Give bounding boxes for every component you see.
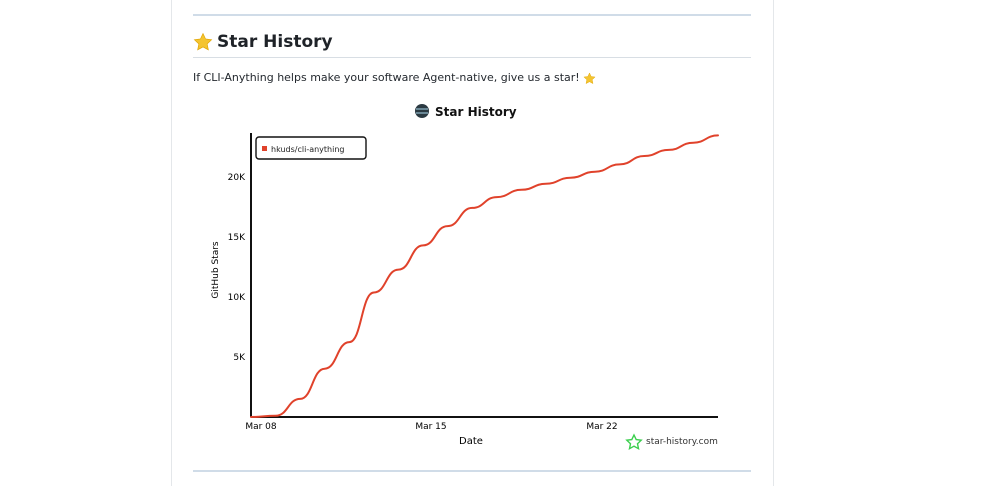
chart-title: Star History bbox=[435, 105, 517, 119]
x-tick-label: Mar 08 bbox=[245, 422, 277, 432]
series-line bbox=[250, 134, 719, 418]
y-tick-label: 10K bbox=[228, 293, 246, 303]
y-axis-label: GitHub Stars bbox=[211, 241, 221, 299]
star-history-logo-icon bbox=[415, 104, 429, 118]
section-heading: Star History bbox=[193, 31, 751, 53]
star-history-chart[interactable]: Star History hkuds/cli-anything 5K 10K 1… bbox=[193, 95, 738, 460]
logo-stripes bbox=[416, 108, 428, 114]
legend-swatch bbox=[262, 146, 267, 151]
x-tick-label: Mar 22 bbox=[586, 422, 617, 432]
chart-legend: hkuds/cli-anything bbox=[255, 136, 367, 160]
star-emoji-icon bbox=[193, 32, 213, 51]
y-tick-label: 5K bbox=[233, 353, 246, 363]
intro-text: If CLI-Anything helps make your software… bbox=[193, 71, 580, 84]
star-history-brand-icon bbox=[625, 433, 643, 451]
intro-paragraph: If CLI-Anything helps make your software… bbox=[193, 70, 751, 86]
star-emoji-icon bbox=[583, 71, 596, 84]
readme-panel bbox=[171, 0, 774, 486]
x-axis-label: Date bbox=[459, 436, 483, 447]
legend-label: hkuds/cli-anything bbox=[271, 145, 344, 154]
chart-title-group: Star History bbox=[415, 104, 517, 119]
y-tick-label: 20K bbox=[228, 173, 246, 183]
chart-svg: Star History hkuds/cli-anything 5K 10K 1… bbox=[211, 104, 719, 451]
section-divider-top bbox=[193, 14, 751, 16]
x-tick-label: Mar 15 bbox=[415, 422, 446, 432]
watermark-text: star-history.com bbox=[646, 437, 718, 447]
watermark: star-history.com bbox=[625, 433, 718, 451]
y-tick-label: 15K bbox=[228, 233, 246, 243]
section-title: Star History bbox=[217, 32, 333, 52]
section-divider-bottom bbox=[193, 470, 751, 472]
heading-underline bbox=[193, 57, 751, 58]
